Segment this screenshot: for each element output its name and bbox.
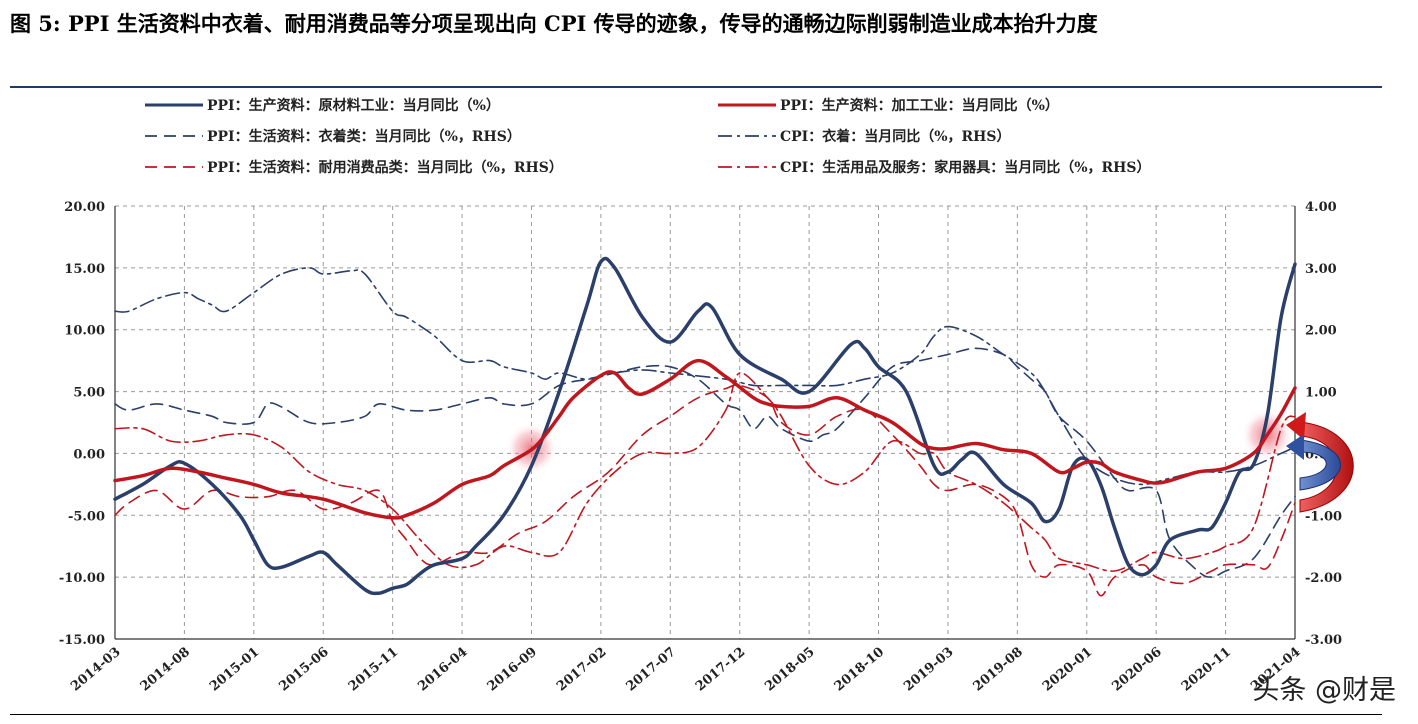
bottom-divider bbox=[10, 714, 1382, 715]
series-line-5 bbox=[114, 372, 1296, 572]
x-tick-label: 2017-02 bbox=[554, 645, 609, 695]
watermark: 头条 @财是 bbox=[1252, 675, 1396, 706]
y-left-tick-label: 20.00 bbox=[64, 200, 105, 215]
series-line-4 bbox=[114, 384, 1296, 597]
legend: PPI：生产资料：原材料工业：当月同比（%） PPI：生产资料：加工工业：当月同比… bbox=[145, 97, 1151, 176]
x-tick-label: 2015-01 bbox=[207, 645, 262, 695]
y-left-tick-label: -10.00 bbox=[59, 571, 105, 586]
legend-label: PPI：生产资料：加工工业：当月同比（%） bbox=[780, 97, 1059, 114]
title-divider bbox=[10, 86, 1382, 88]
y-left-tick-label: 15.00 bbox=[64, 262, 105, 277]
blue-arrow-head bbox=[1286, 434, 1304, 460]
y-right-tick-label: 1.00 bbox=[1305, 386, 1337, 401]
series-line-3 bbox=[114, 267, 1296, 486]
x-tick-label: 2019-03 bbox=[901, 645, 956, 695]
x-tick-label: 2017-12 bbox=[693, 645, 748, 695]
x-tick-label: 2020-06 bbox=[1109, 645, 1164, 695]
legend-label: CPI：衣着：当月同比（%，RHS） bbox=[780, 128, 1011, 145]
x-tick-label: 2016-09 bbox=[485, 645, 540, 695]
y-right-tick-label: -1.00 bbox=[1305, 509, 1342, 524]
y-left-tick-label: 0.00 bbox=[73, 447, 105, 462]
legend-label: CPI：生活用品及服务：家用器具：当月同比（%，RHS） bbox=[780, 159, 1151, 176]
y-left-tick-labels: -15.00 -10.00 -5.00 0.00 5.00 10.00 15.00 20.00 bbox=[59, 200, 105, 648]
x-tick-label: 2018-05 bbox=[762, 645, 817, 695]
series-line-0 bbox=[113, 256, 1297, 596]
x-tick-labels: 2014-03 2014-08 2015-01 2015-06 2015-11 2016-… bbox=[68, 645, 1303, 695]
y-right-tick-label: -2.00 bbox=[1305, 571, 1342, 586]
series-line-1 bbox=[113, 358, 1297, 520]
red-arrow-head bbox=[1286, 412, 1306, 440]
x-tick-label: 2015-11 bbox=[346, 645, 401, 695]
y-left-tick-label: -5.00 bbox=[68, 509, 105, 524]
x-tick-label: 2016-04 bbox=[415, 645, 470, 695]
series-line-2 bbox=[114, 347, 1296, 578]
legend-label: PPI：生活资料：耐用消费品类：当月同比（%，RHS） bbox=[207, 159, 563, 176]
y-left-tick-label: -15.00 bbox=[59, 633, 105, 648]
x-tick-label: 2018-10 bbox=[832, 645, 887, 695]
x-tick-label: 2020-01 bbox=[1040, 645, 1095, 695]
x-tick-label: 2015-06 bbox=[276, 645, 331, 695]
x-tick-label: 2019-08 bbox=[971, 645, 1026, 695]
series-lines bbox=[113, 256, 1297, 597]
legend-label: PPI：生产资料：原材料工业：当月同比（%） bbox=[207, 97, 500, 114]
x-tick-label: 2014-08 bbox=[138, 645, 193, 695]
annotation-arrows bbox=[1286, 412, 1354, 513]
curved-blue-arrow bbox=[1299, 439, 1341, 491]
x-tick-label: 2020-11 bbox=[1179, 645, 1234, 695]
y-right-tick-label: 4.00 bbox=[1305, 200, 1337, 215]
legend-label: PPI：生活资料：衣着类：当月同比（%，RHS） bbox=[207, 128, 521, 145]
y-left-tick-label: 10.00 bbox=[64, 324, 105, 339]
x-tick-label: 2014-03 bbox=[68, 645, 123, 695]
y-right-tick-label: 3.00 bbox=[1305, 262, 1337, 277]
y-right-tick-label: 2.00 bbox=[1305, 324, 1337, 339]
page-title: 图 5: PPI 生活资料中衣着、耐用消费品等分项呈现出向 CPI 传导的迹象，… bbox=[10, 11, 1098, 36]
x-tick-label: 2017-07 bbox=[624, 645, 679, 695]
y-left-tick-label: 5.00 bbox=[73, 386, 105, 401]
y-right-tick-label: -3.00 bbox=[1305, 633, 1342, 648]
